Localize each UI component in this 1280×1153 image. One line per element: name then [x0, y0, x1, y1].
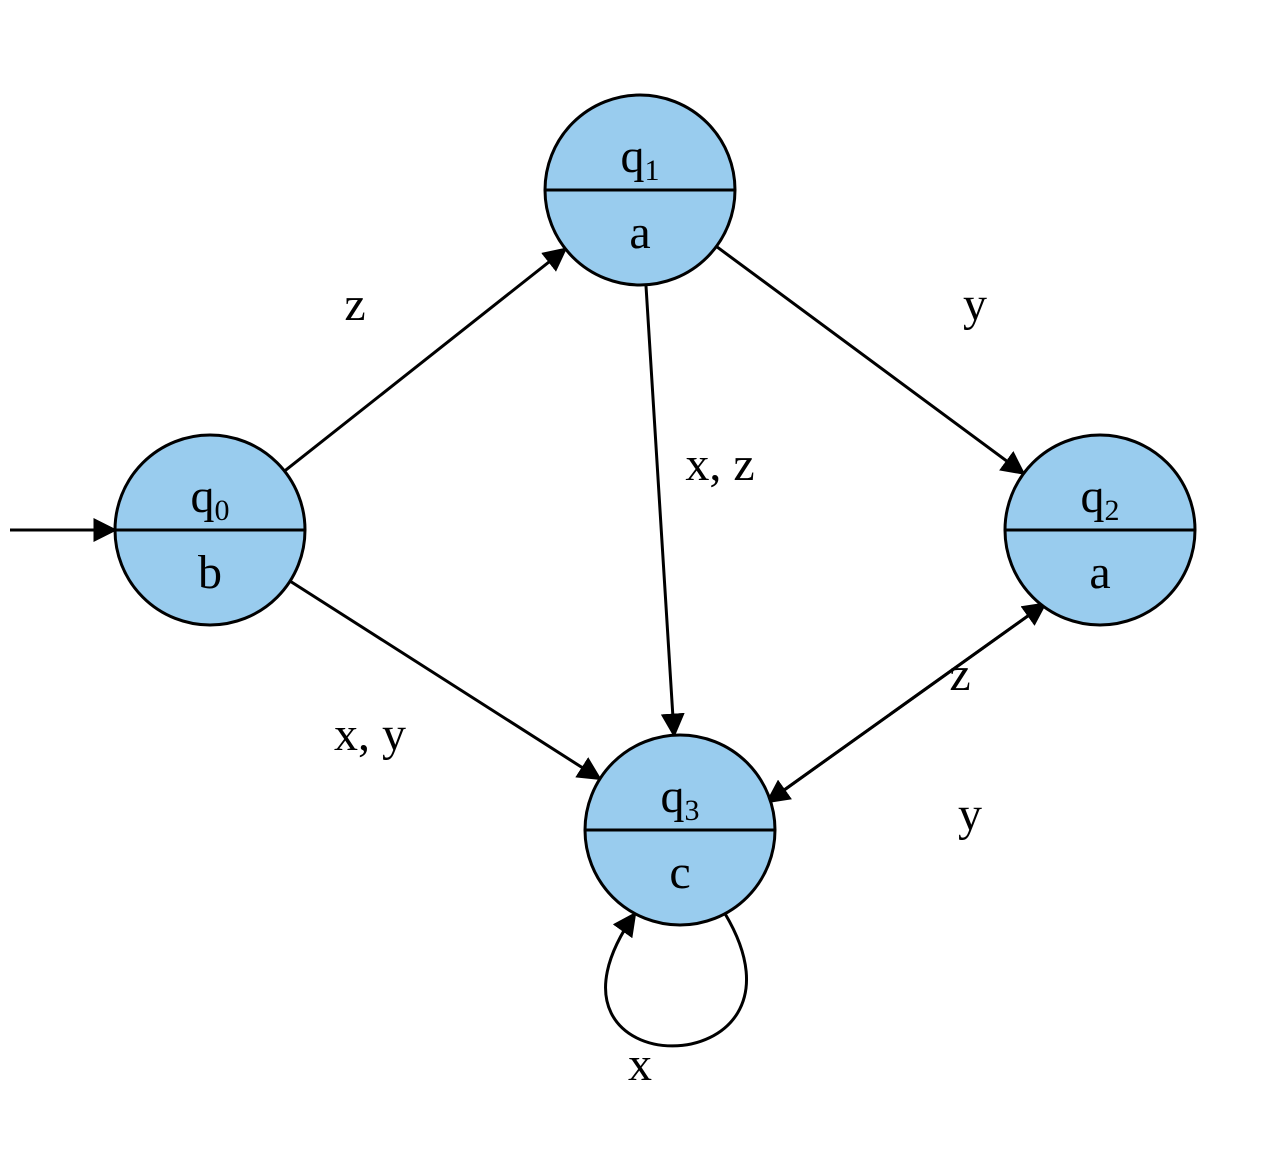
edge-label-q3-q3: x [628, 1038, 652, 1091]
state-output-label: c [669, 846, 690, 899]
state-node-q0: q0b [115, 435, 305, 625]
edge-q1-q3 [646, 285, 674, 735]
edge-labels-layer: z y x, z x, y z y x [334, 278, 987, 1091]
state-node-q1: q1a [545, 95, 735, 285]
edges-layer [10, 246, 1045, 1045]
edge-q3-q2 [767, 604, 1045, 802]
nodes-layer: q0b q1a q2a q3c [115, 95, 1195, 925]
state-output-label: a [1089, 546, 1110, 599]
edge-q3-q3 [606, 914, 747, 1046]
edge-label-q1-q3: x, z [685, 438, 754, 491]
edge-q0-q1 [285, 249, 566, 471]
edge-label-q1-q2: y [963, 278, 987, 331]
edge-label-q3-q2: y [958, 788, 982, 841]
state-output-label: b [198, 546, 222, 599]
state-output-label: a [629, 206, 650, 259]
state-node-q3: q3c [585, 735, 775, 925]
state-machine-diagram: q0b q1a q2a q3c z y x, z x, y z y x [0, 0, 1280, 1153]
edge-label-q0-q3: x, y [334, 708, 406, 761]
edge-label-q0-q1: z [344, 278, 365, 331]
edge-label-q2-q3: z [949, 648, 970, 701]
state-node-q2: q2a [1005, 435, 1195, 625]
